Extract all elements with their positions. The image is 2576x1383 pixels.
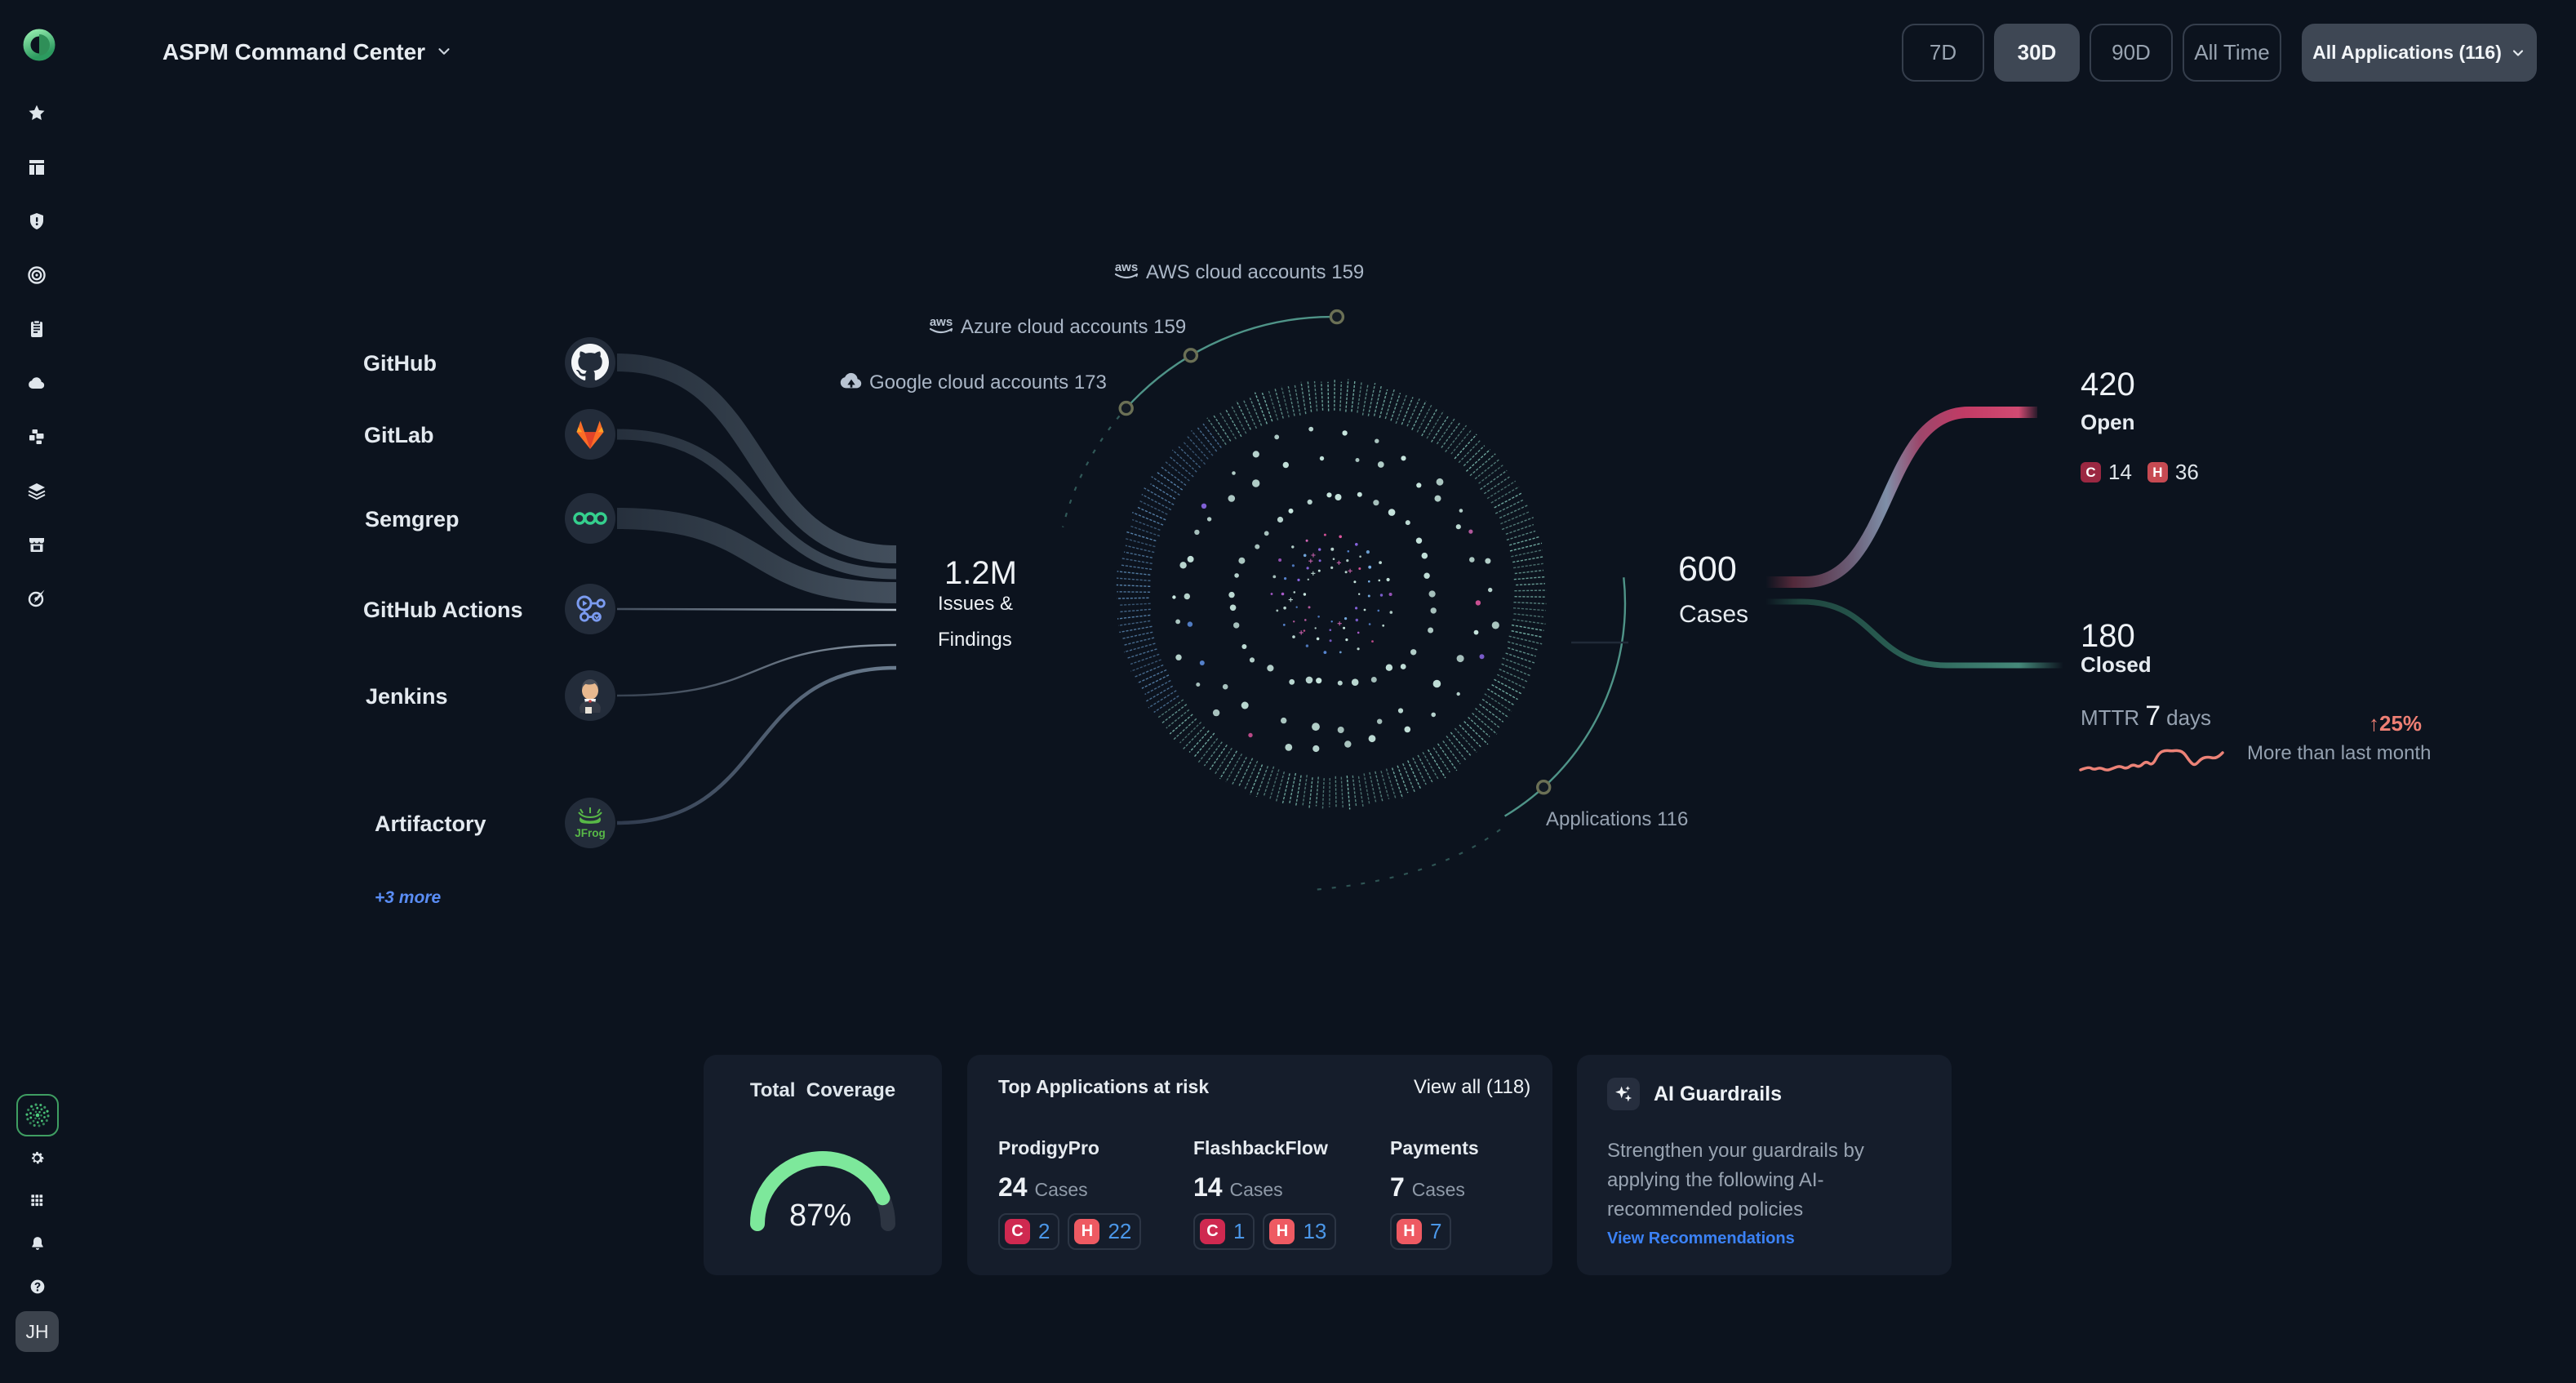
svg-text:aws: aws [1115,260,1138,274]
svg-text:JFrog: JFrog [575,827,606,839]
svg-text:aws: aws [930,315,953,329]
